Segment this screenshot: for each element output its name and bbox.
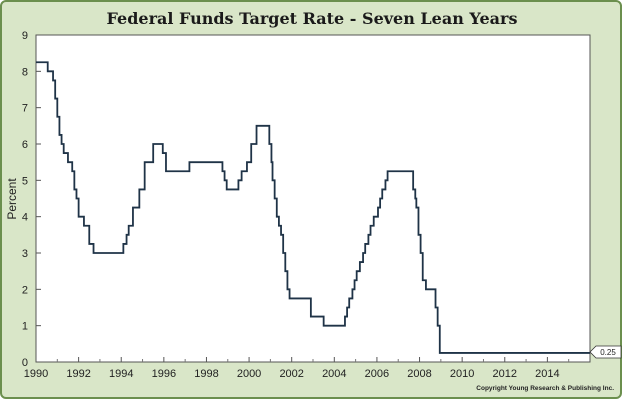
series-line	[36, 61, 590, 354]
y-tick-label: 6	[22, 139, 28, 151]
y-tick-label: 3	[22, 248, 28, 260]
chart-title: Federal Funds Target Rate - Seven Lean Y…	[107, 9, 518, 28]
y-tick-label: 5	[22, 175, 28, 187]
x-tick-label: 2000	[237, 368, 261, 380]
end-value-label: 0.25	[589, 345, 622, 359]
y-tick-label: 9	[22, 30, 28, 42]
x-tick-label: 2014	[535, 368, 559, 380]
x-tick-label: 2008	[407, 368, 431, 380]
end-label-text: 0.25	[600, 348, 616, 357]
x-tick-label: 2012	[493, 368, 517, 380]
x-tick-label: 2002	[279, 368, 303, 380]
x-tick-label: 1990	[24, 368, 48, 380]
x-tick-label: 1996	[152, 368, 176, 380]
y-axis-label: Percent	[5, 178, 19, 220]
plot-area	[35, 34, 591, 363]
ticks-layer: 1990 1992 1994 1996 1998 2000 2002 2004 2006 2008…	[22, 30, 570, 380]
end-label-box	[589, 345, 622, 359]
y-tick-label: 0	[22, 357, 28, 369]
x-tick-label: 2010	[450, 368, 474, 380]
copyright-text: Copyright Young Research & Publishing In…	[476, 385, 614, 392]
x-tick-label: 1994	[109, 368, 133, 380]
x-tick-label: 2006	[365, 368, 389, 380]
y-tick-label: 4	[22, 212, 28, 224]
y-tick-label: 7	[22, 103, 28, 115]
y-tick-label: 2	[22, 284, 28, 296]
x-tick-label: 2004	[322, 368, 346, 380]
x-tick-label: 1998	[194, 368, 218, 380]
y-tick-label: 8	[22, 66, 28, 78]
y-tick-label: 1	[22, 321, 28, 333]
x-tick-label: 1992	[66, 368, 90, 380]
